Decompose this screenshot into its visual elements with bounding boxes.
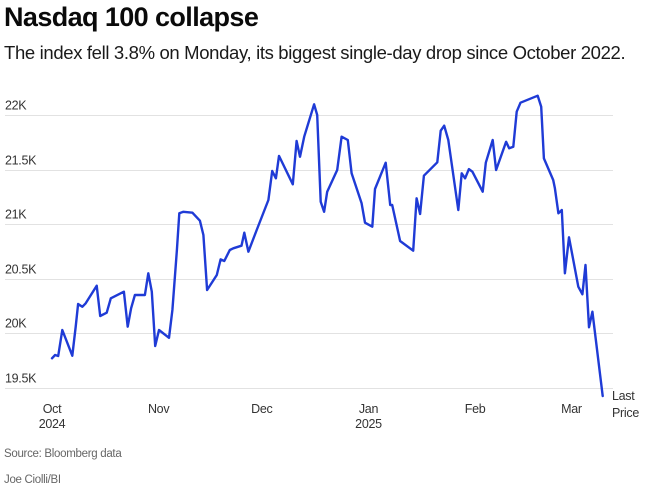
chart-subtitle: The index fell 3.8% on Monday, its bigge… xyxy=(4,42,626,63)
y-tick-label: 22K xyxy=(5,99,27,113)
x-tick-label: Dec xyxy=(251,402,272,416)
credit-note: Joe Ciolli/BI xyxy=(4,474,61,486)
y-tick-label: 20K xyxy=(5,317,27,331)
series-end-label-line2: Price xyxy=(612,406,639,420)
y-axis-tick-labels: 19.5K 20K 20.5K 21K 21.5K 22K xyxy=(5,99,37,386)
series-layer xyxy=(50,94,604,398)
gridlines xyxy=(5,115,613,389)
source-note: Source: Bloomberg data xyxy=(4,448,122,460)
x-tick-label: Feb xyxy=(465,402,486,416)
x-tick-label: Mar xyxy=(561,402,582,416)
y-tick-label: 21K xyxy=(5,208,27,222)
y-tick-label: 19.5K xyxy=(5,372,37,386)
series-end-label-line1: Last xyxy=(612,389,635,403)
x-tick-label: Jan xyxy=(359,402,379,416)
series-line-last-price xyxy=(50,94,604,398)
x-tick-label: Oct xyxy=(43,402,62,416)
x-tick-label: Nov xyxy=(148,402,170,416)
chart-title: Nasdaq 100 collapse xyxy=(4,2,259,32)
x-tick-sublabel: 2024 xyxy=(39,417,66,431)
y-tick-label: 21.5K xyxy=(5,154,37,168)
y-tick-label: 20.5K xyxy=(5,263,37,277)
series-end-label: Last Price xyxy=(612,388,639,422)
x-tick-sublabel: 2025 xyxy=(355,417,382,431)
